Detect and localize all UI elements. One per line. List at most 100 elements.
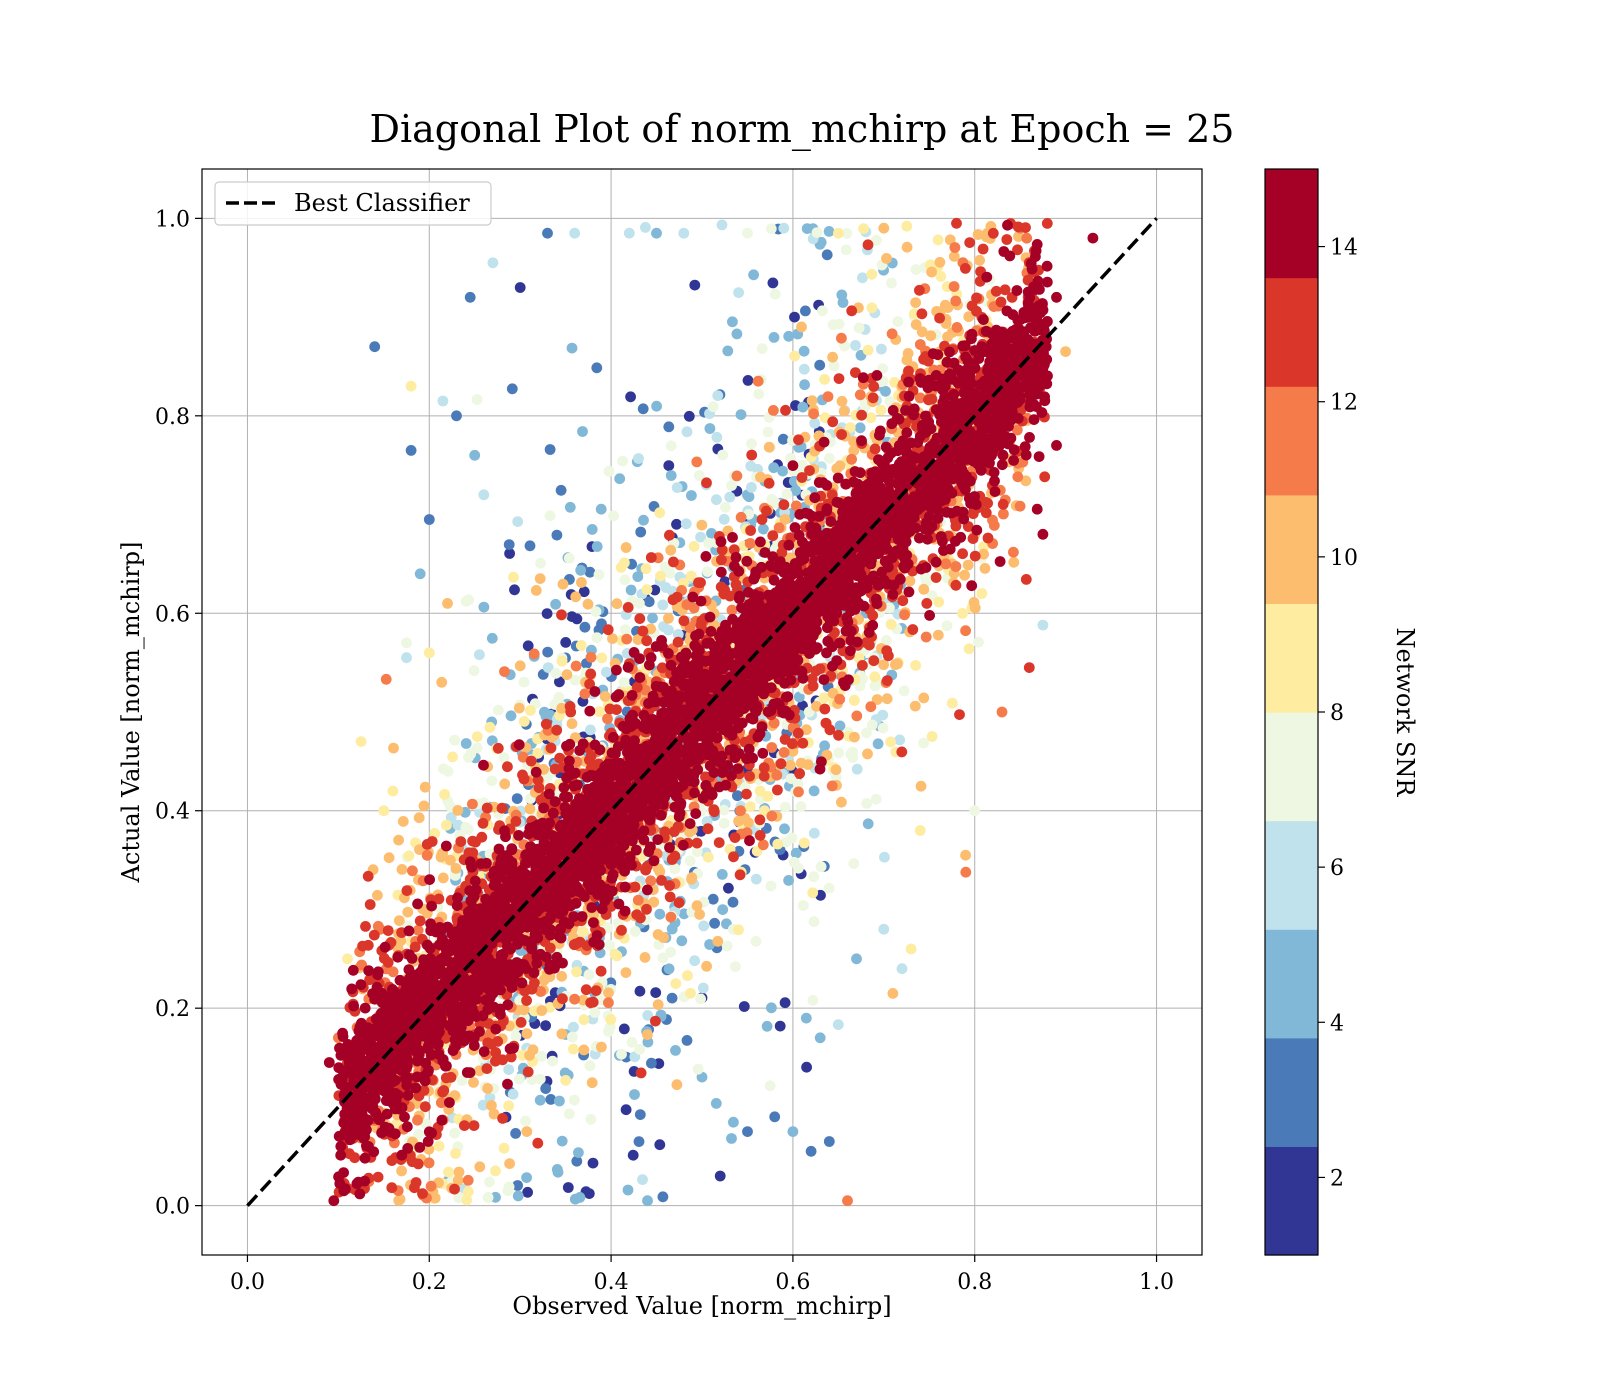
scatter-point	[731, 328, 743, 340]
scatter-point	[806, 395, 818, 406]
scatter-point	[1060, 346, 1071, 357]
scatter-point	[896, 746, 908, 758]
scatter-point	[781, 488, 793, 500]
scatter-point	[1014, 500, 1026, 512]
scatter-point	[658, 932, 669, 943]
scatter-point	[880, 385, 891, 397]
scatter-point	[535, 557, 546, 569]
scatter-point	[823, 226, 835, 237]
scatter-point	[1013, 231, 1024, 242]
scatter-point	[796, 472, 808, 483]
scatter-point	[528, 648, 540, 660]
scatter-point	[554, 752, 566, 764]
scatter-point	[775, 758, 787, 770]
scatter-point	[978, 548, 989, 560]
scatter-point	[522, 1186, 533, 1198]
scatter-point	[730, 961, 741, 972]
scatter-point	[414, 844, 425, 855]
scatter-point	[768, 405, 779, 416]
scatter-point	[779, 514, 791, 525]
scatter-point	[710, 1098, 722, 1109]
scatter-point	[838, 405, 850, 417]
scatter-point	[507, 1088, 519, 1100]
scatter-point	[576, 577, 587, 588]
scatter-point	[871, 234, 882, 246]
scatter-point	[790, 485, 801, 496]
scatter-point	[1001, 234, 1013, 245]
scatter-point	[758, 770, 770, 782]
scatter-point	[554, 1095, 565, 1107]
scatter-point	[726, 1133, 737, 1144]
scatter-point	[872, 738, 884, 750]
scatter-point	[544, 444, 556, 455]
scatter-point	[640, 222, 651, 233]
scatter-point	[827, 416, 839, 428]
scatter-point	[800, 1012, 812, 1024]
scatter-point	[503, 1064, 515, 1075]
scatter-point	[773, 522, 785, 534]
scatter-point	[774, 1020, 786, 1032]
scatter-point	[401, 652, 412, 664]
scatter-point	[833, 318, 845, 330]
scatter-point	[697, 982, 709, 994]
scatter-point	[646, 1057, 657, 1069]
scatter-point	[655, 570, 666, 582]
scatter-point	[518, 773, 530, 785]
scatter-point	[712, 935, 724, 947]
scatter-point	[735, 511, 747, 523]
scatter-point	[826, 780, 838, 792]
scatter-point	[772, 838, 784, 850]
scatter-point	[850, 340, 861, 351]
scatter-point	[680, 518, 692, 530]
scatter-point	[629, 1089, 640, 1100]
scatter-point	[603, 997, 614, 1009]
scatter-point	[603, 465, 615, 477]
scatter-point	[604, 939, 615, 951]
scatter-point	[421, 849, 433, 861]
scatter-point	[792, 727, 804, 739]
scatter-point	[744, 801, 756, 812]
scatter-point	[670, 1045, 681, 1056]
scatter-point	[867, 392, 879, 404]
scatter-point	[635, 1067, 647, 1079]
scatter-point	[866, 719, 878, 731]
scatter-point	[649, 584, 661, 596]
scatter-point	[423, 647, 435, 659]
scatter-point	[914, 284, 925, 296]
scatter-point	[440, 1072, 452, 1084]
scatter-point	[836, 395, 848, 407]
scatter-point	[811, 227, 823, 239]
scatter-point	[887, 988, 899, 999]
scatter-point	[763, 441, 775, 453]
scatter-point	[797, 401, 809, 413]
scatter-point	[439, 789, 450, 800]
scatter-point	[445, 854, 456, 866]
scatter-point	[594, 706, 605, 717]
scatter-point	[798, 363, 810, 375]
scatter-point	[490, 1055, 501, 1067]
scatter-point	[742, 375, 754, 386]
scatter-point	[620, 1104, 632, 1116]
scatter-point	[982, 532, 994, 544]
scatter-point	[419, 1101, 431, 1113]
scatter-point	[667, 594, 679, 606]
scatter-point	[638, 514, 649, 526]
scatter-point	[848, 436, 859, 447]
scatter-point	[405, 380, 417, 392]
scatter-point	[878, 222, 890, 234]
scatter-point	[959, 569, 970, 581]
scatter-point	[766, 494, 778, 505]
scatter-point	[815, 861, 827, 873]
scatter-point	[452, 805, 464, 816]
scatter-point	[426, 836, 438, 847]
scatter-point	[568, 1043, 579, 1055]
scatter-point	[469, 449, 481, 461]
scatter-point	[477, 817, 489, 829]
scatter-point	[423, 1157, 435, 1169]
scatter-point	[920, 631, 932, 643]
scatter-point	[506, 383, 518, 395]
scatter-point	[811, 700, 822, 712]
scatter-point	[684, 826, 695, 838]
scatter-point	[973, 636, 984, 648]
scatter-point	[396, 1165, 407, 1177]
